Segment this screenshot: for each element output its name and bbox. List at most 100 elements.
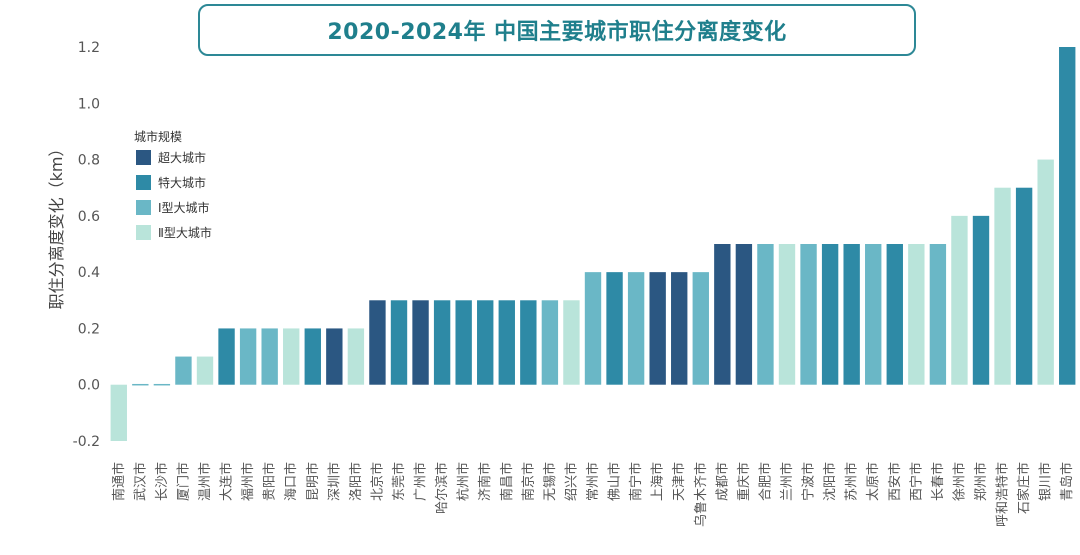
bar	[606, 272, 623, 385]
x-tick-label: 福州市	[240, 462, 256, 501]
x-tick-label: 青岛市	[1059, 462, 1075, 501]
bar	[821, 244, 839, 385]
bar	[218, 328, 235, 385]
y-tick-label: -0.2	[73, 434, 100, 450]
bar	[433, 300, 451, 385]
x-tick-label: 长春市	[930, 462, 946, 501]
bar	[584, 272, 602, 385]
bar	[1015, 187, 1033, 385]
y-tick-label: 0.2	[78, 321, 100, 337]
y-tick-label: 0.8	[78, 153, 100, 169]
bar	[714, 244, 731, 385]
legend-label: Ⅱ型大城市	[158, 225, 212, 240]
bar	[455, 300, 472, 385]
bar	[153, 383, 171, 386]
x-tick-label: 武汉市	[132, 462, 148, 501]
x-tick-label: 南昌市	[499, 462, 515, 501]
x-tick-label: 郑州市	[973, 462, 989, 501]
bar	[175, 356, 192, 385]
bar	[283, 328, 300, 385]
legend-label: 特大城市	[158, 175, 206, 190]
x-tick-label: 绍兴市	[563, 462, 579, 501]
bar	[908, 244, 925, 385]
x-tick-label: 银川市	[1038, 462, 1054, 501]
y-tick-label: 0.4	[78, 265, 100, 281]
x-tick-label: 长沙市	[154, 462, 170, 501]
bar	[800, 244, 817, 385]
x-tick-label: 常州市	[585, 462, 601, 501]
x-tick-label: 东莞市	[391, 462, 407, 501]
bar	[110, 384, 127, 441]
y-tick-label: 1.0	[78, 96, 100, 112]
bar	[865, 244, 882, 385]
bar	[239, 328, 257, 385]
x-tick-label: 昆明市	[305, 462, 321, 501]
x-tick-label: 大连市	[219, 462, 235, 501]
bar	[929, 244, 947, 385]
x-tick-label: 贵阳市	[262, 462, 278, 501]
bar	[649, 272, 666, 385]
bar	[412, 300, 429, 385]
y-axis-title: 职住分离度变化（km）	[47, 141, 66, 310]
legend-title: 城市规模	[134, 129, 182, 144]
x-tick-label: 洛阳市	[348, 462, 364, 501]
chart-title-box: 2020-2024年 中国主要城市职住分离度变化	[198, 4, 916, 56]
bar	[261, 328, 278, 385]
x-tick-label: 南京市	[520, 462, 536, 501]
legend-swatch	[136, 150, 151, 165]
x-tick-label: 乌鲁木齐市	[693, 462, 709, 527]
x-tick-label: 成都市	[714, 462, 730, 501]
bar	[326, 328, 343, 385]
y-tick-label: 0.0	[78, 378, 100, 394]
bar	[671, 272, 688, 385]
x-tick-label: 天津市	[671, 462, 687, 501]
bar	[347, 328, 365, 385]
y-tick-label: 0.6	[78, 209, 100, 225]
legend-swatch	[136, 225, 151, 240]
bar	[520, 300, 537, 385]
x-tick-label: 兰州市	[779, 462, 795, 501]
x-tick-label: 海口市	[283, 462, 299, 501]
bar	[757, 244, 774, 385]
x-tick-label: 西安市	[887, 462, 903, 501]
bar	[196, 356, 214, 385]
x-tick-label: 太原市	[865, 462, 881, 501]
bar	[541, 300, 559, 385]
x-tick-label: 北京市	[369, 462, 385, 501]
x-tick-label: 广州市	[413, 462, 429, 501]
legend-label: Ⅰ型大城市	[158, 200, 210, 215]
bar	[1037, 159, 1054, 385]
bar	[369, 300, 386, 385]
x-tick-label: 哈尔滨市	[434, 462, 450, 514]
x-tick-label: 呼和浩特市	[995, 462, 1011, 527]
x-tick-label: 无锡市	[542, 462, 558, 501]
bar	[886, 244, 903, 385]
x-tick-label: 石家庄市	[1016, 462, 1032, 514]
x-tick-label: 南通市	[111, 462, 127, 501]
x-tick-label: 宁波市	[801, 462, 817, 501]
bar	[843, 244, 860, 385]
bar	[735, 244, 753, 385]
x-tick-label: 上海市	[650, 462, 666, 501]
bar	[1059, 47, 1076, 385]
x-tick-label: 合肥市	[757, 462, 773, 501]
chart-title: 2020-2024年 中国主要城市职住分离度变化	[327, 20, 787, 45]
x-tick-label: 苏州市	[844, 462, 860, 501]
y-tick-label: 1.2	[78, 40, 100, 56]
bar	[563, 300, 580, 385]
x-tick-label: 沈阳市	[822, 462, 838, 501]
x-tick-label: 杭州市	[456, 462, 472, 501]
bar	[778, 244, 796, 385]
bar	[692, 272, 709, 385]
x-tick-label: 西宁市	[908, 462, 924, 501]
x-tick-label: 厦门市	[175, 462, 191, 501]
bar	[132, 383, 149, 386]
bar	[390, 300, 408, 385]
bar	[994, 187, 1011, 385]
bar	[477, 300, 494, 385]
x-tick-label: 深圳市	[326, 462, 342, 501]
x-tick-label: 温州市	[197, 462, 213, 501]
legend-swatch	[136, 175, 151, 190]
bar	[304, 328, 321, 385]
